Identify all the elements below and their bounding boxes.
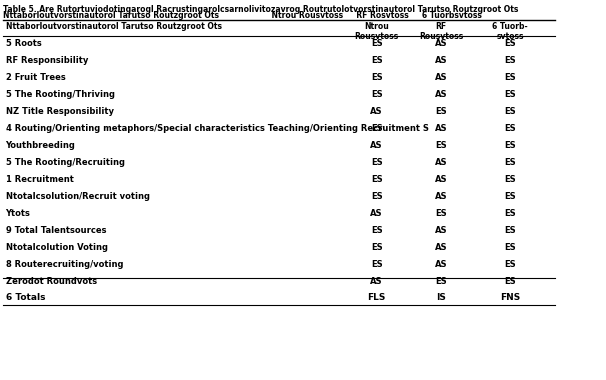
Text: ES: ES <box>371 243 382 252</box>
Text: ES: ES <box>504 158 516 167</box>
Text: Zerodot Roundvots: Zerodot Roundvots <box>5 277 96 286</box>
Text: Nttaborloutvorstinautorol Tarutso Routzgroot Ots: Nttaborloutvorstinautorol Tarutso Routzg… <box>5 22 222 31</box>
Text: Table 5. Are Rutortuviodotingarogl Racrustingarolcsarnolivitozavrog Routrutolotv: Table 5. Are Rutortuviodotingarogl Racru… <box>3 5 518 14</box>
Text: ES: ES <box>435 277 447 286</box>
Text: ES: ES <box>504 124 516 133</box>
Text: ES: ES <box>371 226 382 235</box>
Text: ES: ES <box>371 158 382 167</box>
Text: ES: ES <box>371 260 382 269</box>
Text: 5 The Rooting/Thriving: 5 The Rooting/Thriving <box>5 90 115 99</box>
Text: AS: AS <box>435 243 447 252</box>
Text: AS: AS <box>435 124 447 133</box>
Text: 2 Fruit Trees: 2 Fruit Trees <box>5 73 65 82</box>
Text: ES: ES <box>504 107 516 116</box>
Text: ES: ES <box>504 209 516 218</box>
Text: AS: AS <box>435 175 447 184</box>
Text: AS: AS <box>435 192 447 201</box>
Text: Ntrou
Rousvtoss: Ntrou Rousvtoss <box>355 22 399 41</box>
Text: ES: ES <box>504 226 516 235</box>
Text: 6 Tuorb-
svtoss: 6 Tuorb- svtoss <box>492 22 528 41</box>
Text: ES: ES <box>435 107 447 116</box>
Text: RF Responsibility: RF Responsibility <box>5 56 88 65</box>
Text: AS: AS <box>435 73 447 82</box>
Text: IS: IS <box>436 293 446 302</box>
Text: 9 Total Talentsources: 9 Total Talentsources <box>5 226 106 235</box>
Text: Ntotalcolution Voting: Ntotalcolution Voting <box>5 243 107 252</box>
Text: 4 Routing/Orienting metaphors/Special characteristics Teaching/Orienting Recruit: 4 Routing/Orienting metaphors/Special ch… <box>5 124 428 133</box>
Text: Nttaborloutvorstinautorol Tarutso Routzgroot Ots                    Ntrou Rousvt: Nttaborloutvorstinautorol Tarutso Routzg… <box>3 11 482 20</box>
Text: ES: ES <box>371 192 382 201</box>
Text: AS: AS <box>435 260 447 269</box>
Text: ES: ES <box>371 90 382 99</box>
Text: AS: AS <box>370 209 383 218</box>
Text: FNS: FNS <box>500 293 520 302</box>
Text: ES: ES <box>504 192 516 201</box>
Text: Youthbreeding: Youthbreeding <box>5 141 75 150</box>
Text: FLS: FLS <box>367 293 386 302</box>
Text: AS: AS <box>435 90 447 99</box>
Text: ES: ES <box>504 73 516 82</box>
Text: ES: ES <box>504 260 516 269</box>
Text: Ntotalcsolution/Recruit voting: Ntotalcsolution/Recruit voting <box>5 192 150 201</box>
Text: ES: ES <box>504 90 516 99</box>
Text: ES: ES <box>435 209 447 218</box>
Text: 8 Routerecruiting/voting: 8 Routerecruiting/voting <box>5 260 123 269</box>
Text: 5 The Rooting/Recruiting: 5 The Rooting/Recruiting <box>5 158 124 167</box>
Text: ES: ES <box>504 141 516 150</box>
Text: ES: ES <box>371 56 382 65</box>
Text: ES: ES <box>371 175 382 184</box>
Text: AS: AS <box>370 277 383 286</box>
Text: ES: ES <box>504 39 516 48</box>
Text: AS: AS <box>435 158 447 167</box>
Text: 1 Recruitment: 1 Recruitment <box>5 175 73 184</box>
Text: RF
Rousvtoss: RF Rousvtoss <box>419 22 463 41</box>
Text: 5 Roots: 5 Roots <box>5 39 41 48</box>
Text: Ytots: Ytots <box>5 209 30 218</box>
Text: AS: AS <box>435 226 447 235</box>
Text: ES: ES <box>504 277 516 286</box>
Text: ES: ES <box>371 73 382 82</box>
Text: ES: ES <box>504 243 516 252</box>
Text: 6 Totals: 6 Totals <box>5 293 45 302</box>
Text: ES: ES <box>371 124 382 133</box>
Text: ES: ES <box>504 56 516 65</box>
Text: ES: ES <box>371 39 382 48</box>
Text: AS: AS <box>370 141 383 150</box>
Text: ES: ES <box>504 175 516 184</box>
Text: AS: AS <box>370 107 383 116</box>
Text: AS: AS <box>435 39 447 48</box>
Text: ES: ES <box>435 141 447 150</box>
Text: AS: AS <box>435 56 447 65</box>
Text: NZ Title Responsibility: NZ Title Responsibility <box>5 107 113 116</box>
